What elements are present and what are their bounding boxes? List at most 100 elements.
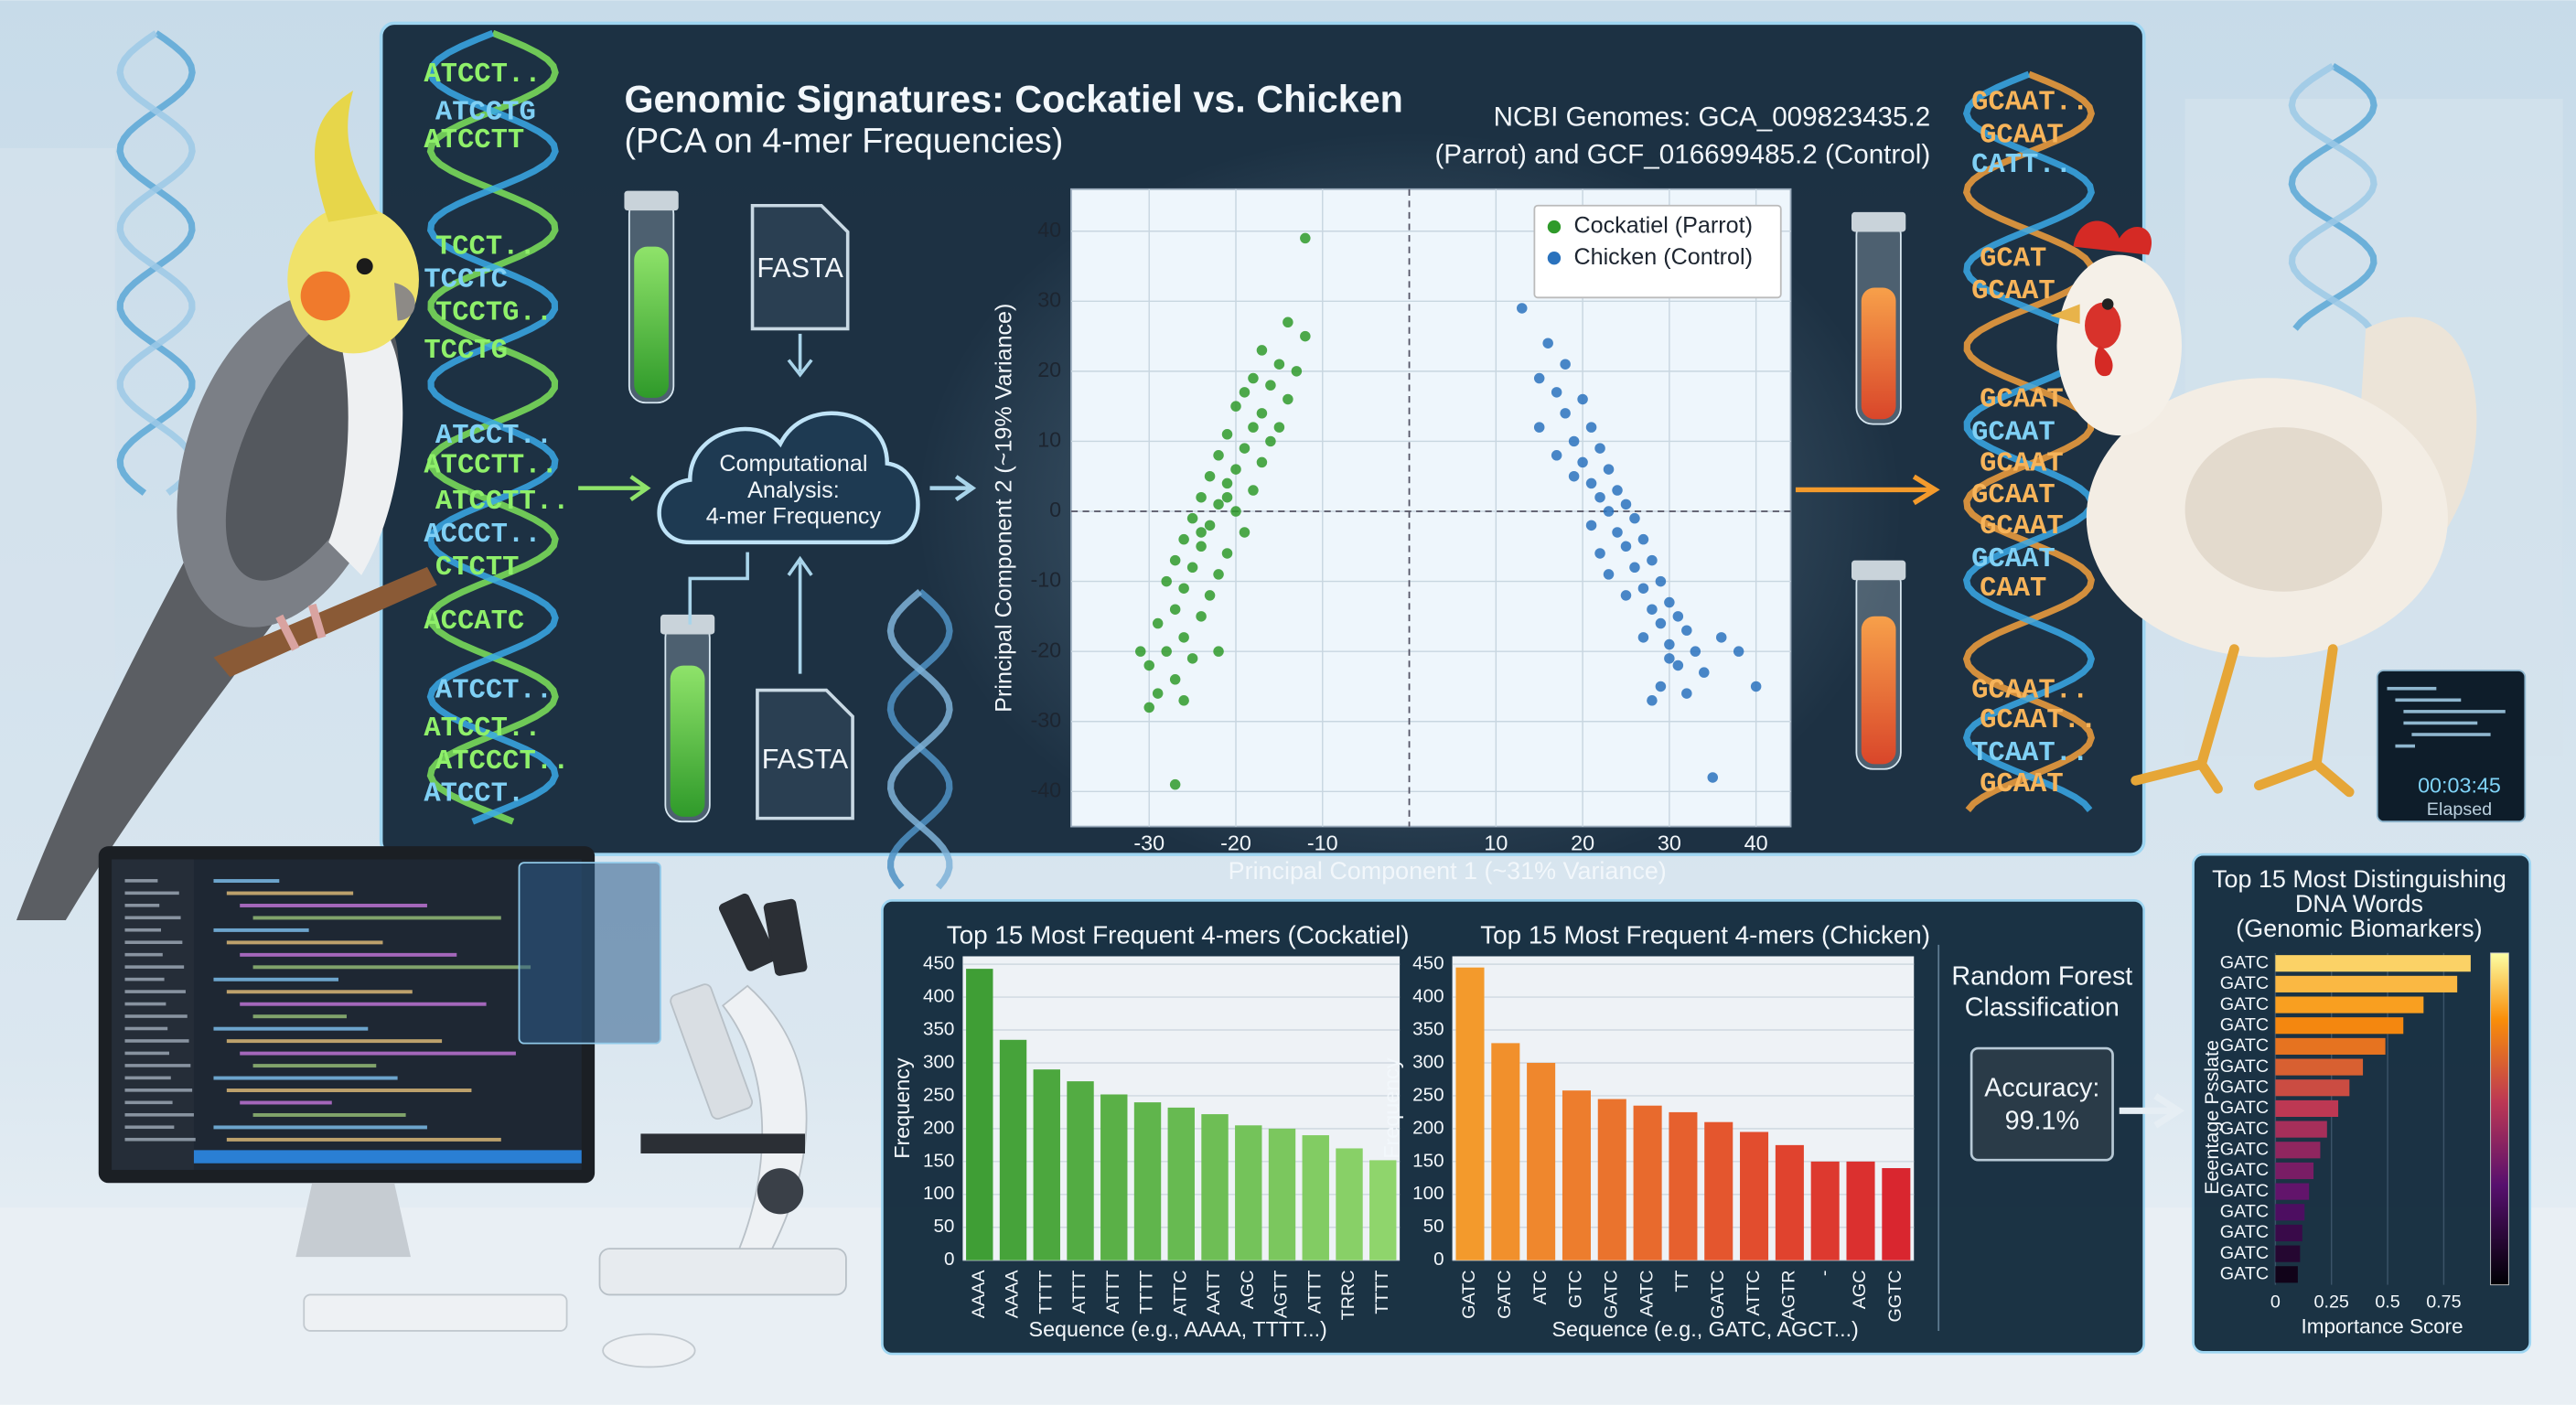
scatter-point (1291, 366, 1303, 377)
file-line (124, 990, 186, 993)
beak (394, 283, 415, 321)
scatter-point (1283, 393, 1293, 405)
arrow (1795, 474, 1940, 506)
bar (1810, 1161, 1840, 1260)
dna-strand (2288, 63, 2377, 331)
y-tick-label: 0 (1433, 1249, 1444, 1270)
bar (1067, 1081, 1094, 1260)
scatter-point (1152, 688, 1164, 699)
x-tick-label: AAAA (969, 1270, 989, 1319)
code-line (226, 891, 354, 896)
scatter-point (1196, 541, 1207, 552)
code-line (226, 1137, 501, 1142)
bar (1562, 1090, 1591, 1260)
x-tick-label: AGC (1238, 1270, 1258, 1309)
scatter-point (1647, 604, 1658, 615)
x-tick-label: ATTC (1744, 1270, 1764, 1315)
code-line (252, 916, 501, 920)
dna-sequence: ATCCT.. (435, 676, 553, 707)
scatter-point (1204, 590, 1216, 601)
y-axis-label: Frequency (1379, 1057, 1403, 1159)
scatter-point (1750, 681, 1762, 692)
dna-strand (886, 589, 953, 890)
scatter-point (1248, 372, 1259, 384)
scatter-point (1664, 653, 1675, 664)
y-tick-label: 350 (923, 1018, 954, 1039)
legend-marker (1547, 220, 1562, 234)
bar (2275, 1079, 2350, 1097)
scatter-point (1169, 674, 1181, 685)
chart-title: Top 15 Most Frequent 4-mers (Cockatiel) (947, 920, 1410, 949)
dna-strand (886, 589, 953, 890)
bar (999, 1039, 1027, 1260)
scatter-point (1603, 569, 1615, 580)
code-line (252, 1064, 377, 1068)
file-line (124, 952, 163, 957)
scatter-point (1256, 345, 1268, 356)
scatter-point (1239, 443, 1250, 454)
y-tick-label: 350 (1412, 1018, 1444, 1039)
file-line (124, 1039, 189, 1043)
file-line (124, 1026, 168, 1031)
dna-sequence: GCAAT (1980, 769, 2064, 800)
y-tick-label: -20 (1030, 638, 1061, 661)
y-tick-label: 200 (1412, 1117, 1444, 1138)
bar (2275, 1245, 2301, 1262)
y-tick-label: GATC (2220, 952, 2269, 972)
legs (2131, 644, 2355, 798)
file-line (124, 1064, 191, 1067)
keyboard (303, 1293, 568, 1332)
bar (1704, 1121, 1733, 1260)
x-tick-label: -30 (1133, 831, 1165, 855)
file-line (124, 1112, 194, 1117)
scatter-point (1248, 422, 1259, 433)
scatter-point (1681, 688, 1692, 699)
dna-strand (1962, 70, 2095, 812)
code-line (213, 977, 338, 981)
tube-cap (660, 614, 715, 635)
scatter-point (1256, 408, 1268, 419)
y-tick-label: GATC (2220, 1202, 2269, 1222)
dna-sequence: GCAAT (1971, 418, 2055, 449)
scatter-point (1213, 450, 1224, 461)
scatter-point (1577, 393, 1588, 405)
stand (295, 1183, 411, 1258)
file-line (124, 891, 179, 896)
bar (1597, 1099, 1626, 1260)
crest (315, 91, 379, 222)
scatter-point (1300, 232, 1311, 244)
scatter-point (1715, 632, 1727, 643)
file-line (124, 904, 160, 907)
scatter-point (1672, 611, 1684, 622)
scatter-point (1161, 646, 1172, 657)
tube-cap (1852, 211, 1906, 232)
face (2085, 302, 2121, 349)
file-line (124, 940, 183, 944)
wing-patch (328, 312, 403, 575)
y-tick-label: GATC (2220, 994, 2269, 1014)
y-tick-label: GATC (2220, 1077, 2269, 1097)
charts: Genomic Signatures: Cockatiel vs. Chicke… (624, 78, 2509, 1341)
chart-title: DNA Words (2295, 890, 2423, 917)
y-tick-label: -30 (1030, 708, 1061, 732)
scatter-point (1273, 359, 1285, 370)
code-line (240, 1002, 487, 1006)
bar (1491, 1043, 1520, 1260)
scatter-point (1585, 422, 1597, 433)
code-line (213, 879, 280, 884)
dna-sequence: GCAAT (1980, 121, 2064, 152)
code-line (240, 1051, 516, 1056)
scatter-point (1213, 569, 1224, 580)
code-lines (2387, 686, 2506, 748)
file-line (124, 1076, 171, 1080)
scatter-point (1707, 772, 1719, 783)
bar (2275, 1058, 2364, 1076)
dna-sequence: GCAAT (1971, 544, 2055, 575)
source-note: NCBI Genomes: GCA_009823435.2 (1494, 102, 1931, 132)
x-tick-label: AATT (1204, 1270, 1224, 1314)
scatter-point (1273, 422, 1285, 433)
code-line (226, 990, 413, 994)
scatter-point (1221, 491, 1233, 503)
dna-sequence: GCAAT.. (1980, 705, 2097, 736)
